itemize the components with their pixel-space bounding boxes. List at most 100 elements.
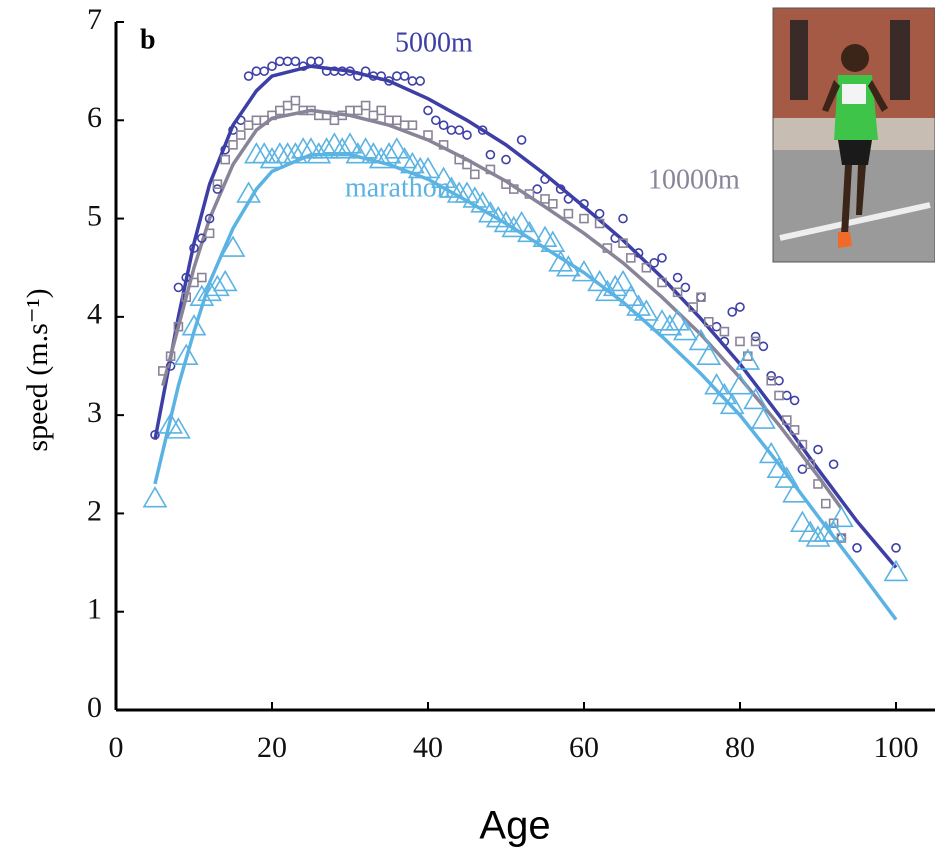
data-point: [298, 61, 309, 72]
data-point: [657, 277, 667, 288]
data-point: [376, 142, 402, 164]
data-point: [345, 142, 371, 164]
data-point: [165, 351, 176, 361]
data-point: [360, 66, 371, 76]
data-point: [368, 110, 379, 121]
data-point: [672, 272, 683, 283]
data-point: [735, 336, 745, 347]
data-point: [657, 314, 683, 336]
data-point: [228, 125, 238, 135]
data-point: [197, 272, 207, 283]
data-point: [797, 464, 808, 475]
data-point: [781, 415, 792, 425]
data-point: [212, 179, 223, 189]
data-point: [766, 456, 792, 478]
photo: [772, 7, 935, 263]
data-point: [267, 61, 277, 72]
y-tick-label: 6: [87, 101, 102, 134]
data-point: [391, 115, 402, 126]
data-point: [165, 361, 176, 371]
data-point: [719, 336, 730, 347]
data-point: [618, 284, 644, 306]
data-point: [197, 233, 207, 244]
data-point: [602, 243, 613, 253]
data-point: [306, 105, 316, 116]
data-point: [758, 441, 784, 464]
data-point: [594, 218, 605, 229]
data-point: [610, 269, 636, 292]
series-label: 5000m: [395, 27, 473, 58]
x-tick-label: 40: [413, 731, 443, 764]
data-point: [774, 375, 784, 386]
data-point: [750, 336, 761, 347]
data-point: [711, 321, 722, 332]
data-point: [423, 105, 433, 116]
data-point: [485, 149, 496, 160]
x-tick-label: 60: [569, 731, 599, 764]
data-point: [813, 444, 823, 455]
data-point: [641, 262, 652, 273]
data-point: [727, 373, 753, 395]
data-point: [579, 199, 589, 209]
data-point: [696, 292, 706, 303]
data-point: [306, 56, 316, 67]
data-point: [501, 215, 527, 238]
data-point: [704, 373, 729, 395]
x-axis-title: Age: [479, 804, 550, 848]
data-point: [805, 525, 831, 547]
y-tick-label: 4: [87, 298, 102, 331]
data-point: [688, 328, 714, 351]
data-point: [314, 137, 339, 159]
data-point: [423, 130, 433, 140]
data-point: [789, 395, 800, 406]
data-point: [220, 144, 230, 155]
data-point: [243, 71, 254, 81]
data-point: [259, 147, 285, 169]
data-point: [524, 189, 535, 199]
data-point: [173, 282, 184, 293]
data-point: [181, 292, 191, 303]
data-point: [274, 56, 285, 67]
data-point: [820, 498, 831, 509]
data-point: [462, 159, 472, 170]
data-point: [212, 184, 223, 194]
data-point: [454, 125, 465, 135]
data-point: [407, 76, 418, 86]
y-tick-label: 0: [87, 691, 102, 724]
data-point: [789, 425, 800, 435]
data-point: [516, 135, 527, 145]
data-point: [282, 56, 293, 67]
data-point: [766, 375, 777, 386]
data-point: [821, 520, 846, 542]
data-point: [540, 194, 550, 204]
data-point: [150, 429, 160, 440]
data-point: [360, 100, 371, 111]
data-point: [563, 194, 574, 204]
data-point: [322, 132, 347, 154]
data-point: [672, 287, 683, 298]
data-point: [540, 174, 550, 185]
data-point: [415, 156, 441, 179]
data-point: [649, 257, 660, 268]
data-point: [251, 142, 277, 164]
data-point: [454, 154, 465, 165]
data-point: [462, 130, 472, 140]
data-point: [625, 253, 636, 263]
data-point: [891, 543, 901, 553]
data-point: [633, 248, 644, 258]
data-point: [469, 169, 480, 180]
data-point: [267, 142, 293, 164]
data-point: [703, 316, 714, 327]
y-tick-label: 3: [87, 396, 102, 429]
data-point: [509, 210, 534, 233]
data-point: [555, 184, 566, 194]
data-point: [579, 213, 589, 224]
y-tick-label: 1: [87, 593, 102, 626]
data-point: [751, 407, 776, 429]
y-tick-label: 7: [87, 3, 102, 36]
data-point: [352, 71, 363, 81]
data-point: [244, 142, 269, 164]
data-point: [430, 115, 441, 126]
data-point: [431, 166, 456, 189]
data-point: [829, 505, 854, 528]
